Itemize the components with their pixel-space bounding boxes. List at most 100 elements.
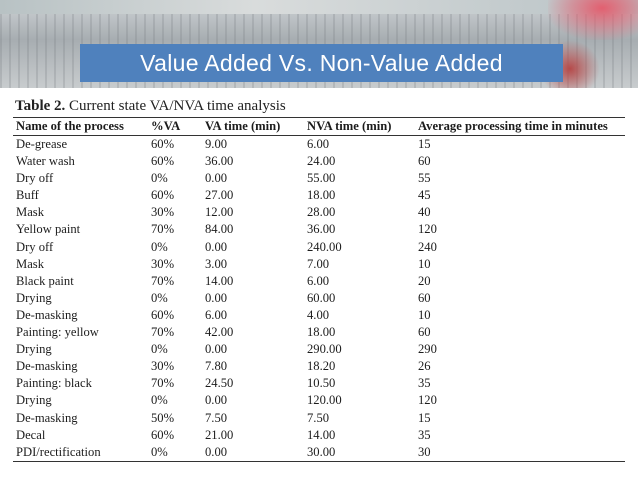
cell-va-time: 12.00	[205, 205, 234, 220]
table-caption-text: Current state VA/NVA time analysis	[69, 98, 286, 114]
cell-nva-time: 18.00	[307, 325, 336, 340]
cell-process: Painting: yellow	[16, 325, 99, 340]
table-image: Table 2. Current state VA/NVA time analy…	[13, 97, 625, 462]
cell-nva-time: 7.00	[307, 256, 330, 271]
cell-avg-time: 60	[418, 290, 431, 305]
cell-percent-va: 50%	[151, 410, 175, 425]
cell-process: De-masking	[16, 410, 78, 425]
cell-percent-va: 0%	[151, 171, 168, 186]
cell-nva-time: 120.00	[307, 393, 342, 408]
cell-nva-time: 60.00	[307, 290, 336, 305]
table-row: Drying 0% 0.00 290.00 290	[13, 341, 625, 358]
cell-avg-time: 45	[418, 188, 431, 203]
header-percent-va: %VA	[148, 117, 202, 136]
cell-va-time: 42.00	[205, 325, 234, 340]
cell-process: PDI/rectification	[13, 443, 148, 462]
cell-va-time: 21.00	[205, 427, 234, 442]
cell-process: Drying	[16, 393, 52, 408]
cell-va-time: 24.50	[205, 376, 234, 391]
cell-nva-time: 18.00	[307, 188, 336, 203]
va-nva-table: Name of the process %VA VA time (min) NV…	[13, 117, 625, 462]
cell-process: De-grease	[16, 137, 68, 151]
table-row: Painting: yellow 70% 42.00 18.00 60	[13, 324, 625, 341]
cell-avg-time: 35	[418, 376, 431, 391]
cell-va-time: 0.00	[205, 393, 228, 408]
cell-percent-va: 0%	[151, 393, 168, 408]
cell-percent-va: 0%	[148, 443, 202, 462]
cell-nva-time: 24.00	[307, 154, 336, 169]
cell-va-time: 14.00	[205, 273, 234, 288]
table-caption: Table 2. Current state VA/NVA time analy…	[15, 97, 625, 115]
cell-percent-va: 70%	[151, 325, 175, 340]
cell-process: Water wash	[16, 154, 75, 169]
cell-avg-time: 20	[418, 273, 431, 288]
cell-process: Decal	[16, 427, 46, 442]
header-avg-time: Average processing time in minutes	[415, 117, 625, 136]
cell-avg-time: 120	[418, 393, 437, 408]
table-body: De-grease 60% 9.00 6.00 15 Water wash 60% 36.00…	[13, 136, 625, 462]
banner-top-band	[0, 0, 638, 14]
cell-avg-time: 40	[418, 205, 431, 220]
table-row: Yellow paint 70% 84.00 36.00 120	[13, 221, 625, 238]
cell-process: Drying	[16, 342, 52, 357]
cell-percent-va: 0%	[151, 342, 168, 357]
cell-process: Dry off	[16, 239, 54, 254]
cell-percent-va: 60%	[151, 307, 175, 322]
cell-nva-time: 36.00	[307, 222, 336, 237]
cell-avg-time: 55	[418, 171, 431, 186]
cell-process: Black paint	[16, 273, 74, 288]
cell-process: Buff	[16, 188, 39, 203]
table-row: De-masking 50% 7.50 7.50 15	[13, 410, 625, 427]
banner-red-accent	[548, 0, 638, 40]
table-row: Dry off 0% 0.00 55.00 55	[13, 170, 625, 187]
cell-percent-va: 30%	[151, 256, 175, 271]
cell-process: Dry off	[16, 171, 54, 186]
cell-percent-va: 60%	[151, 427, 175, 442]
cell-avg-time: 35	[418, 427, 431, 442]
table-row: Mask 30% 12.00 28.00 40	[13, 204, 625, 221]
cell-avg-time: 26	[418, 359, 431, 374]
cell-nva-time: 18.20	[307, 359, 336, 374]
cell-va-time: 0.00	[205, 171, 228, 186]
cell-nva-time: 55.00	[307, 171, 336, 186]
table-row: De-masking 60% 6.00 4.00 10	[13, 307, 625, 324]
cell-va-time: 9.00	[205, 137, 228, 151]
table-row: Drying 0% 0.00 60.00 60	[13, 290, 625, 307]
table-row: Black paint 70% 14.00 6.00 20	[13, 273, 625, 290]
cell-avg-time: 10	[418, 307, 431, 322]
cell-nva-time: 28.00	[307, 205, 336, 220]
cell-process: De-masking	[16, 307, 78, 322]
table-row: Water wash 60% 36.00 24.00 60	[13, 153, 625, 170]
cell-nva-time: 30.00	[304, 443, 415, 462]
cell-nva-time: 4.00	[307, 307, 330, 322]
table-row: Decal 60% 21.00 14.00 35	[13, 427, 625, 444]
cell-va-time: 0.00	[205, 342, 228, 357]
table-row: De-grease 60% 9.00 6.00 15	[13, 136, 625, 154]
cell-va-time: 0.00	[205, 239, 228, 254]
cell-percent-va: 30%	[151, 205, 175, 220]
cell-nva-time: 10.50	[307, 376, 336, 391]
table-row: PDI/rectification 0% 0.00 30.00 30	[13, 443, 625, 462]
cell-nva-time: 6.00	[307, 137, 330, 151]
table-row: Dry off 0% 0.00 240.00 240	[13, 239, 625, 256]
cell-avg-time: 15	[418, 137, 431, 151]
cell-process: De-masking	[16, 359, 78, 374]
cell-nva-time: 7.50	[307, 410, 330, 425]
cell-va-time: 36.00	[205, 154, 234, 169]
table-header-row: Name of the process %VA VA time (min) NV…	[13, 117, 625, 136]
slide-title-bar: Value Added Vs. Non-Value Added	[80, 44, 563, 82]
cell-percent-va: 30%	[151, 359, 175, 374]
cell-avg-time: 15	[418, 410, 431, 425]
cell-va-time: 0.00	[202, 443, 304, 462]
table-row: Painting: black 70% 24.50 10.50 35	[13, 375, 625, 392]
cell-nva-time: 6.00	[307, 273, 330, 288]
cell-percent-va: 60%	[151, 154, 175, 169]
cell-va-time: 7.80	[205, 359, 228, 374]
cell-percent-va: 70%	[151, 222, 175, 237]
cell-avg-time: 240	[418, 239, 437, 254]
cell-avg-time: 290	[418, 342, 437, 357]
cell-avg-time: 120	[418, 222, 437, 237]
table-row: Drying 0% 0.00 120.00 120	[13, 392, 625, 409]
cell-process: Drying	[16, 290, 52, 305]
cell-avg-time: 30	[415, 443, 625, 462]
